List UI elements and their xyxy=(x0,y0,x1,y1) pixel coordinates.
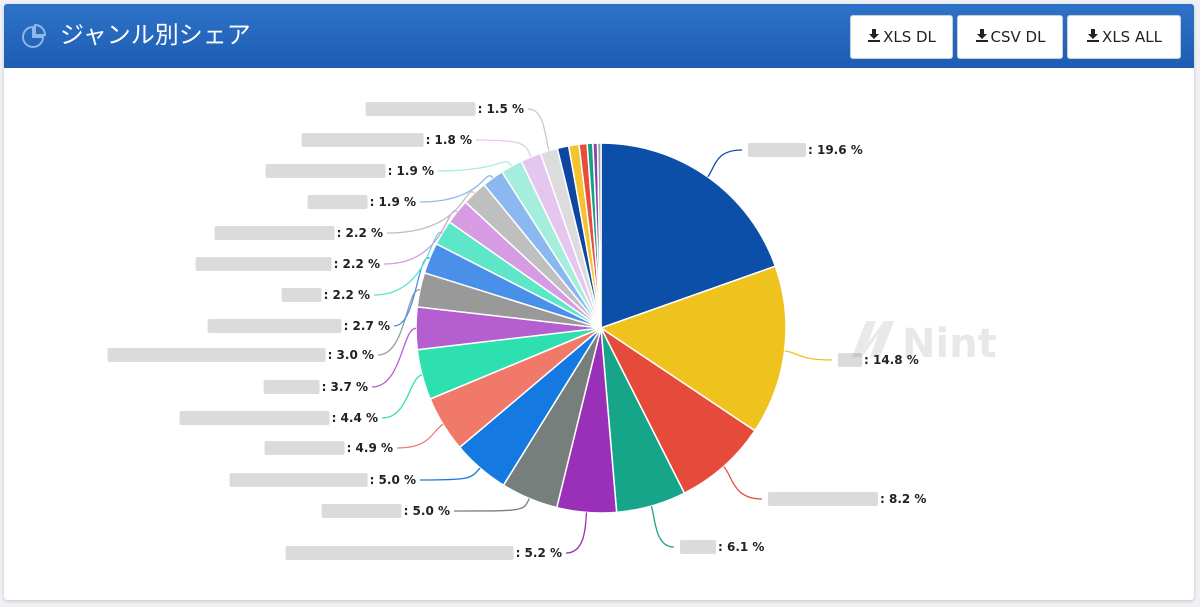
slice-value-label: : 1.9 % xyxy=(388,164,434,178)
slice-value-label: : 1.8 % xyxy=(426,133,472,147)
pie-chart-icon xyxy=(20,23,48,55)
slice-value-label: : 6.1 % xyxy=(718,540,764,554)
slice-value-label: : 5.2 % xyxy=(516,546,562,560)
leader-line xyxy=(527,108,550,151)
redacted-category-name xyxy=(748,143,806,157)
redacted-category-name xyxy=(107,348,326,362)
leader-line xyxy=(381,374,423,419)
pie-chart: : 19.6 % : 14.8 % : 8.2 % : 6.1 % : 5.2 % : 5… xyxy=(107,102,926,560)
slice-value-label: : 5.0 % xyxy=(370,473,416,487)
pie-slice[interactable] xyxy=(599,265,787,432)
leader-line xyxy=(565,512,588,554)
slice-value-label: : 19.6 % xyxy=(808,143,863,157)
redacted-category-name xyxy=(365,102,476,116)
leader-line xyxy=(650,505,675,548)
leader-line xyxy=(396,423,444,449)
csv-download-button[interactable]: CSV DL xyxy=(957,15,1063,59)
xls-download-button[interactable]: XLS DL xyxy=(850,15,953,59)
leader-line xyxy=(386,190,475,234)
leader-line xyxy=(475,139,532,158)
redacted-category-name xyxy=(264,441,345,455)
redacted-category-name xyxy=(838,353,862,367)
redacted-category-name xyxy=(285,546,514,560)
xls-download-label: XLS DL xyxy=(883,28,936,46)
leader-line xyxy=(437,161,512,172)
slice-value-label: : 4.4 % xyxy=(332,411,378,425)
slice-value-label: : 1.5 % xyxy=(478,102,524,116)
pie-slice[interactable] xyxy=(599,325,756,495)
watermark-text: Nint xyxy=(902,321,997,367)
slice-value-label: : 3.7 % xyxy=(322,380,368,394)
leader-line xyxy=(707,149,743,178)
redacted-category-name xyxy=(680,540,716,554)
redacted-category-name xyxy=(768,492,878,506)
redacted-category-name xyxy=(195,257,332,271)
slice-value-label: : 2.2 % xyxy=(334,257,380,271)
slice-value-label: : 2.7 % xyxy=(344,319,390,333)
redacted-category-name xyxy=(307,195,368,209)
slice-value-label: : 2.2 % xyxy=(324,288,370,302)
slice-value-label: : 3.0 % xyxy=(328,348,374,362)
download-icon xyxy=(1086,28,1102,46)
slice-value-label: : 14.8 % xyxy=(864,353,919,367)
redacted-category-name xyxy=(321,504,402,518)
redacted-category-name xyxy=(214,226,335,240)
leader-line xyxy=(377,289,421,356)
slice-value-label: : 5.0 % xyxy=(404,504,450,518)
slice-value-label: : 8.2 % xyxy=(880,492,926,506)
leader-line xyxy=(373,231,443,296)
leader-line xyxy=(784,350,833,361)
leader-line xyxy=(453,498,530,512)
redacted-category-name xyxy=(301,133,424,147)
redacted-category-name xyxy=(207,319,342,333)
leader-line xyxy=(419,175,494,203)
leader-line xyxy=(371,327,417,388)
leader-line xyxy=(419,467,481,481)
redacted-category-name xyxy=(281,288,322,302)
redacted-category-name xyxy=(179,411,330,425)
slice-value-label: : 1.9 % xyxy=(370,195,416,209)
slice-value-label: : 2.2 % xyxy=(337,226,383,240)
xls-all-download-label: XLS ALL xyxy=(1102,28,1162,46)
card-header: ジャンル別シェア XLS DL CSV DL XLS ALL xyxy=(4,4,1194,68)
pie-slice[interactable] xyxy=(600,142,777,330)
card-title: ジャンル別シェア xyxy=(60,21,251,49)
redacted-category-name xyxy=(229,473,368,487)
xls-all-download-button[interactable]: XLS ALL xyxy=(1067,15,1181,59)
csv-download-label: CSV DL xyxy=(990,28,1046,46)
pie-slice[interactable] xyxy=(596,142,602,329)
download-icon xyxy=(867,28,883,46)
redacted-category-name xyxy=(263,380,320,394)
watermark-logo: Nint xyxy=(852,321,997,367)
genre-share-card: ジャンル別シェア XLS DL CSV DL XLS ALL Nint xyxy=(4,4,1194,600)
chart-area: Nint : 19.6 % : 14.8 % : 8.2 % : 6.1 % : 5.2… xyxy=(4,68,1194,600)
leader-line xyxy=(723,466,763,500)
slice-value-label: : 4.9 % xyxy=(347,441,393,455)
download-icon xyxy=(975,28,991,46)
redacted-category-name xyxy=(265,164,386,178)
